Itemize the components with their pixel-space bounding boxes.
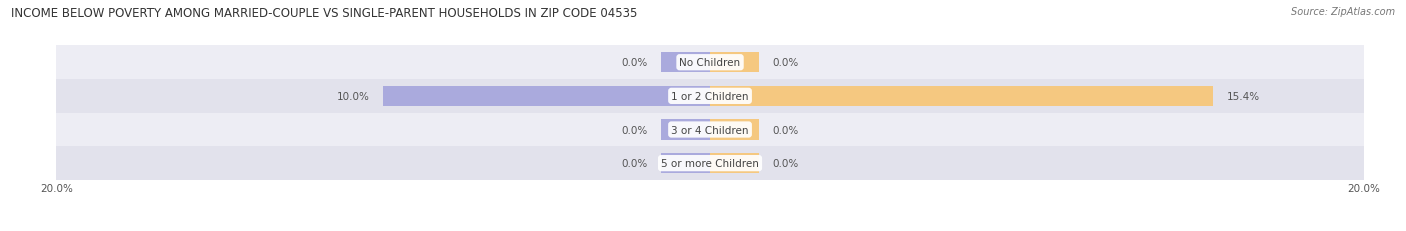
Text: Source: ZipAtlas.com: Source: ZipAtlas.com [1291, 7, 1395, 17]
Bar [710, 86, 1213, 106]
Bar [710, 153, 759, 173]
Text: 0.0%: 0.0% [772, 158, 799, 168]
Bar [56, 113, 1364, 147]
Text: INCOME BELOW POVERTY AMONG MARRIED-COUPLE VS SINGLE-PARENT HOUSEHOLDS IN ZIP COD: INCOME BELOW POVERTY AMONG MARRIED-COUPL… [11, 7, 638, 20]
Text: 0.0%: 0.0% [621, 58, 648, 68]
Text: 0.0%: 0.0% [621, 125, 648, 135]
Bar [56, 147, 1364, 180]
Bar [56, 80, 1364, 113]
Text: 0.0%: 0.0% [621, 158, 648, 168]
Bar [56, 46, 1364, 80]
Bar [710, 120, 759, 140]
Bar [661, 120, 710, 140]
Text: 0.0%: 0.0% [772, 58, 799, 68]
Text: 1 or 2 Children: 1 or 2 Children [671, 91, 749, 101]
Text: 0.0%: 0.0% [772, 125, 799, 135]
Text: 3 or 4 Children: 3 or 4 Children [671, 125, 749, 135]
Text: No Children: No Children [679, 58, 741, 68]
Bar [710, 53, 759, 73]
Text: 15.4%: 15.4% [1226, 91, 1260, 101]
Bar [661, 53, 710, 73]
Text: 10.0%: 10.0% [337, 91, 370, 101]
Bar [382, 86, 710, 106]
Text: 5 or more Children: 5 or more Children [661, 158, 759, 168]
Bar [661, 153, 710, 173]
